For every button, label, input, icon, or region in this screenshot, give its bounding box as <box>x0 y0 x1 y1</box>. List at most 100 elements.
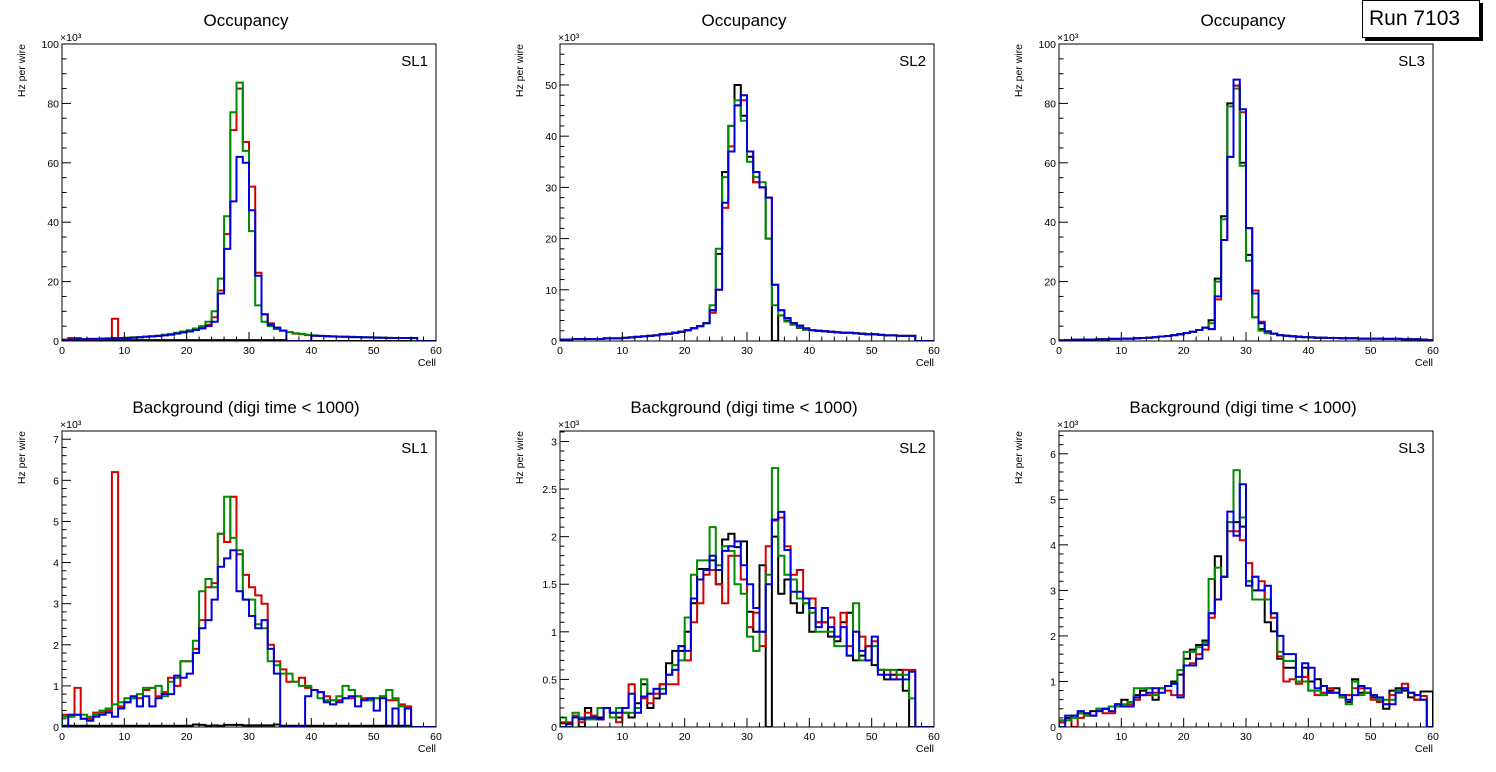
x-tick-label: 40 <box>305 731 317 743</box>
y-tick-label: 5 <box>1050 494 1056 506</box>
series-group <box>1059 78 1433 341</box>
histogram-series-blue <box>1059 78 1433 341</box>
x-axis-label: Cell <box>916 357 934 369</box>
series-group <box>560 467 934 727</box>
y-tick-label: 4 <box>1050 540 1056 552</box>
x-tick-label: 60 <box>1427 345 1439 357</box>
x-tick-label: 30 <box>243 731 255 743</box>
y-tick-label: 6 <box>1050 449 1056 461</box>
series-group <box>1059 469 1433 727</box>
y-axis-multiplier: ×10³ <box>1057 419 1079 431</box>
panel-title: Occupancy <box>203 11 289 30</box>
x-tick-label: 50 <box>866 345 878 357</box>
y-tick-label: 4 <box>53 558 59 570</box>
x-tick-label: 50 <box>1365 345 1377 357</box>
superlayer-label: SL3 <box>1398 53 1425 70</box>
panel-title: Background (digi time < 1000) <box>132 398 359 417</box>
y-axis-label: Hz per wire <box>16 44 28 97</box>
y-tick-label: 40 <box>1044 217 1056 229</box>
superlayer-label: SL1 <box>401 440 428 457</box>
series-group <box>62 471 436 727</box>
x-tick-label: 40 <box>305 345 317 357</box>
series-group <box>560 84 934 341</box>
panel-title: Background (digi time < 1000) <box>630 398 857 417</box>
y-tick-label: 3 <box>53 599 59 611</box>
x-tick-label: 40 <box>803 345 815 357</box>
y-tick-label: 100 <box>1038 39 1056 51</box>
y-axis-label: Hz per wire <box>514 44 526 97</box>
x-tick-label: 0 <box>1056 731 1062 743</box>
x-tick-label: 0 <box>557 345 563 357</box>
y-axis-multiplier: ×10³ <box>558 419 580 431</box>
histogram-series-blue <box>560 510 934 727</box>
panel-title: Occupancy <box>1200 11 1286 30</box>
x-tick-label: 60 <box>430 731 442 743</box>
series-group <box>62 81 436 341</box>
x-tick-label: 60 <box>928 731 940 743</box>
x-axis-label: Cell <box>418 357 436 369</box>
y-tick-label: 0 <box>1050 336 1056 348</box>
y-tick-label: 100 <box>41 39 59 51</box>
x-axis-label: Cell <box>418 743 436 755</box>
x-tick-label: 50 <box>368 345 380 357</box>
histogram-series-blue <box>62 549 436 727</box>
x-tick-label: 10 <box>616 345 628 357</box>
x-axis-label: Cell <box>1415 357 1433 369</box>
histogram-panel-3: Occupancy 0 10 20 30 40 50 60 0 20 40 60 80 100×10³ SL… <box>1013 11 1439 369</box>
x-tick-label: 20 <box>679 731 691 743</box>
y-axis-label: Hz per wire <box>514 431 526 484</box>
y-tick-label: 2.5 <box>542 484 557 496</box>
histogram-series-red <box>560 516 934 727</box>
x-tick-label: 0 <box>557 731 563 743</box>
y-tick-label: 2 <box>1050 631 1056 643</box>
y-tick-label: 40 <box>545 131 557 143</box>
x-tick-label: 0 <box>59 345 65 357</box>
y-tick-label: 20 <box>1044 277 1056 289</box>
panel-title: Occupancy <box>701 11 787 30</box>
histogram-series-blue <box>62 155 436 341</box>
y-tick-label: 1.5 <box>542 579 557 591</box>
x-tick-label: 60 <box>1427 731 1439 743</box>
x-tick-label: 20 <box>679 345 691 357</box>
x-tick-label: 30 <box>741 731 753 743</box>
plot-frame <box>559 43 935 342</box>
x-tick-label: 30 <box>1240 731 1252 743</box>
y-axis-label: Hz per wire <box>1013 431 1025 484</box>
x-tick-label: 0 <box>59 731 65 743</box>
x-tick-label: 10 <box>118 731 130 743</box>
x-tick-label: 20 <box>1178 345 1190 357</box>
y-axis-multiplier: ×10³ <box>60 32 82 44</box>
panel-title: Background (digi time < 1000) <box>1129 398 1356 417</box>
y-tick-label: 6 <box>53 475 59 487</box>
y-tick-label: 1 <box>551 627 557 639</box>
y-tick-label: 30 <box>545 182 557 194</box>
histogram-series-blue <box>560 94 934 341</box>
y-tick-label: 0 <box>1050 722 1056 734</box>
x-tick-label: 50 <box>1365 731 1377 743</box>
x-tick-label: 50 <box>866 731 878 743</box>
y-axis-label: Hz per wire <box>16 431 28 484</box>
y-tick-label: 0.5 <box>542 674 557 686</box>
y-tick-label: 3 <box>551 436 557 448</box>
x-tick-label: 10 <box>1115 731 1127 743</box>
y-tick-label: 2 <box>551 532 557 544</box>
y-tick-label: 20 <box>545 234 557 246</box>
x-tick-label: 40 <box>1302 345 1314 357</box>
histogram-panel-5: Background (digi time < 1000)0 10 20 30 40 50… <box>514 398 940 755</box>
y-tick-label: 0 <box>53 722 59 734</box>
histogram-series-black <box>62 723 436 727</box>
y-tick-label: 10 <box>545 285 557 297</box>
y-tick-label: 0 <box>53 336 59 348</box>
histogram-series-green <box>560 467 934 727</box>
x-tick-label: 50 <box>368 731 380 743</box>
x-tick-label: 60 <box>430 345 442 357</box>
run-number-box: Run 7103 <box>1362 0 1480 38</box>
superlayer-label: SL3 <box>1398 440 1425 457</box>
superlayer-label: SL2 <box>899 440 926 457</box>
x-axis-label: Cell <box>1415 743 1433 755</box>
y-tick-label: 5 <box>53 516 59 528</box>
x-tick-label: 20 <box>181 345 193 357</box>
x-tick-label: 20 <box>181 731 193 743</box>
